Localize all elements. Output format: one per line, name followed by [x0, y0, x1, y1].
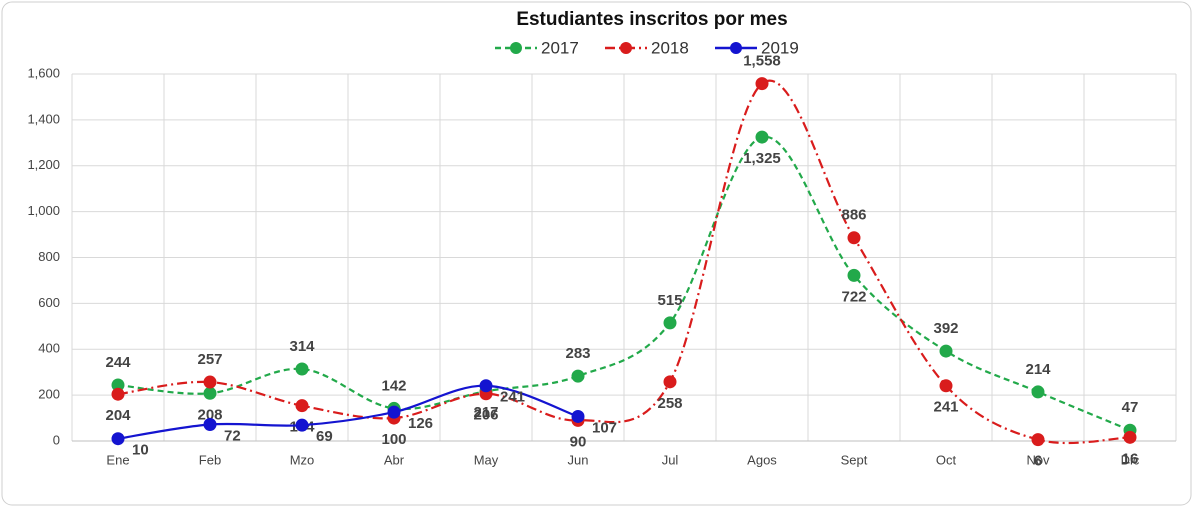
data-point [203, 386, 217, 400]
data-point [295, 362, 309, 376]
x-tick-label: Abr [384, 452, 405, 467]
y-tick-label: 1,600 [27, 65, 60, 80]
data-label: 241 [500, 389, 525, 406]
data-label: 90 [570, 433, 587, 450]
data-point [203, 417, 217, 431]
data-point [479, 379, 493, 393]
data-label: 886 [841, 207, 866, 224]
legend-label: 2017 [541, 38, 579, 57]
data-label: 314 [289, 338, 315, 355]
x-tick-label: Sept [841, 452, 868, 467]
data-label: 257 [197, 351, 222, 368]
x-tick-label: Feb [199, 452, 221, 467]
x-tick-label: Nov [1026, 452, 1050, 467]
data-label: 1,325 [743, 150, 781, 167]
data-point [295, 399, 309, 413]
x-tick-label: Dic [1121, 452, 1140, 467]
data-label: 258 [657, 395, 682, 412]
legend-label: 2018 [651, 38, 689, 57]
data-label: 126 [408, 415, 433, 432]
y-tick-label: 200 [38, 387, 60, 402]
data-point [847, 268, 861, 282]
data-label: 107 [592, 419, 617, 436]
data-label: 217 [473, 404, 498, 421]
legend-label: 2019 [761, 38, 799, 57]
data-label: 100 [381, 431, 406, 448]
data-point [111, 378, 125, 392]
y-tick-label: 0 [53, 432, 60, 447]
data-label: 515 [657, 292, 682, 309]
data-point [663, 316, 677, 330]
data-label: 283 [565, 345, 590, 362]
data-point [295, 418, 309, 432]
y-tick-label: 400 [38, 341, 60, 356]
data-label: 72 [224, 427, 241, 444]
x-tick-label: Agos [747, 452, 777, 467]
y-tick-label: 1,000 [27, 203, 60, 218]
data-point [111, 432, 125, 446]
data-point [203, 375, 217, 389]
data-label: 47 [1122, 399, 1139, 416]
data-label: 214 [1025, 361, 1051, 378]
x-tick-label: Jul [662, 452, 679, 467]
data-point [1031, 385, 1045, 399]
data-label: 6 [1034, 453, 1042, 470]
series-line [117, 384, 579, 440]
legend-marker [730, 42, 742, 54]
data-point [847, 231, 861, 245]
data-point [387, 405, 401, 419]
y-tick-label: 600 [38, 295, 60, 310]
data-point [111, 387, 125, 401]
data-point [755, 77, 769, 91]
legend-marker [620, 42, 632, 54]
data-label: 69 [316, 428, 333, 445]
x-tick-label: Mzo [290, 452, 315, 467]
data-label: 722 [841, 288, 866, 305]
data-label: 241 [933, 399, 958, 416]
data-point [571, 409, 585, 423]
x-tick-label: Ene [106, 452, 129, 467]
legend-marker [510, 42, 522, 54]
x-tick-label: May [474, 452, 499, 467]
data-point [571, 369, 585, 383]
y-tick-label: 1,400 [27, 111, 60, 126]
data-label: 244 [105, 354, 131, 371]
data-point [1123, 430, 1137, 444]
data-point [939, 379, 953, 393]
data-label: 1,558 [743, 53, 781, 70]
data-label: 204 [105, 407, 131, 424]
data-point [663, 375, 677, 389]
chart-title: Estudiantes inscritos por mes [516, 9, 787, 30]
data-point [1031, 433, 1045, 447]
data-label: 16 [1122, 450, 1139, 467]
data-label: 392 [933, 320, 958, 337]
y-tick-label: 800 [38, 249, 60, 264]
data-label: 208 [197, 406, 222, 423]
data-label: 142 [381, 377, 406, 394]
x-tick-label: Jun [568, 452, 589, 467]
data-label: 206 [473, 407, 498, 424]
data-point [755, 130, 769, 144]
data-label: 10 [132, 442, 149, 459]
y-tick-label: 1,200 [27, 157, 60, 172]
x-tick-label: Oct [936, 452, 957, 467]
data-point [939, 344, 953, 358]
